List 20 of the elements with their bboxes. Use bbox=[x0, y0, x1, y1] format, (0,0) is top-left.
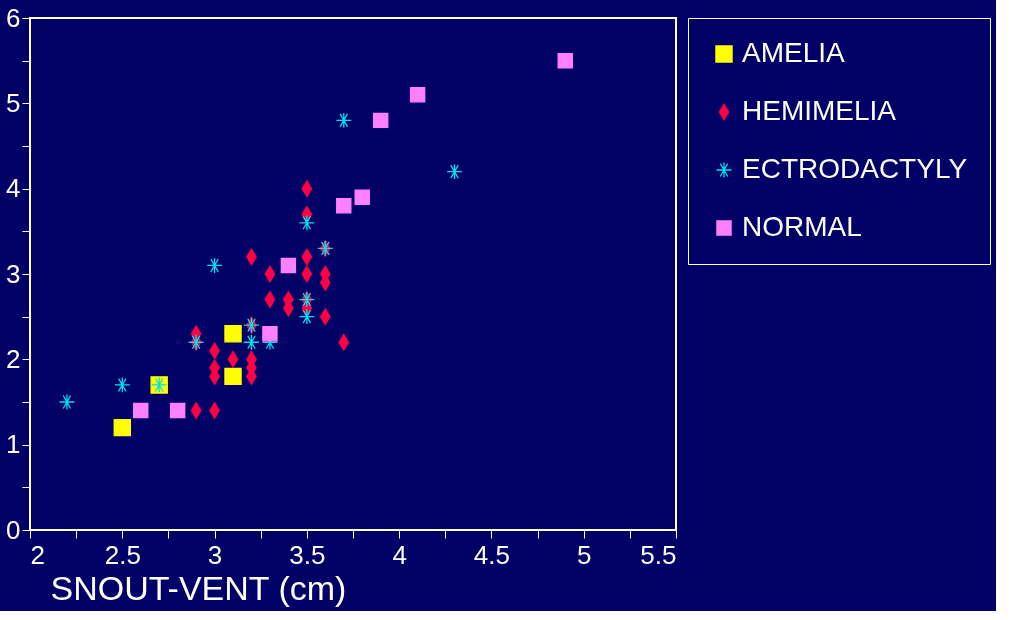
x-tick-label: 5 bbox=[576, 539, 592, 570]
x-tick-label: 3.5 bbox=[289, 539, 326, 570]
legend-label: ECTRODACTYLY bbox=[742, 153, 968, 184]
legend-label: AMELIA bbox=[742, 37, 846, 68]
y-tick-label: 0 bbox=[6, 514, 21, 545]
y-tick-label: 2 bbox=[6, 343, 21, 374]
y-tick-label: 1 bbox=[6, 429, 21, 460]
y-tick-label: 3 bbox=[6, 258, 21, 289]
x-tick-label: 4 bbox=[392, 539, 407, 570]
y-tick-label: 5 bbox=[6, 87, 21, 118]
x-tick-label: 3 bbox=[207, 539, 223, 570]
x-tick-label: 2 bbox=[30, 539, 45, 570]
legend-label: NORMAL bbox=[742, 211, 862, 242]
x-tick-label: 4.5 bbox=[473, 539, 511, 570]
x-axis-title: SNOUT-VENT (cm) bbox=[50, 568, 347, 607]
y-tick-label: 4 bbox=[6, 173, 21, 204]
legend-label: HEMIMELIA bbox=[742, 95, 897, 126]
x-tick-label: 2.5 bbox=[104, 539, 141, 570]
y-tick-label: 6 bbox=[6, 2, 21, 33]
x-tick-label: 5.5 bbox=[640, 539, 677, 570]
